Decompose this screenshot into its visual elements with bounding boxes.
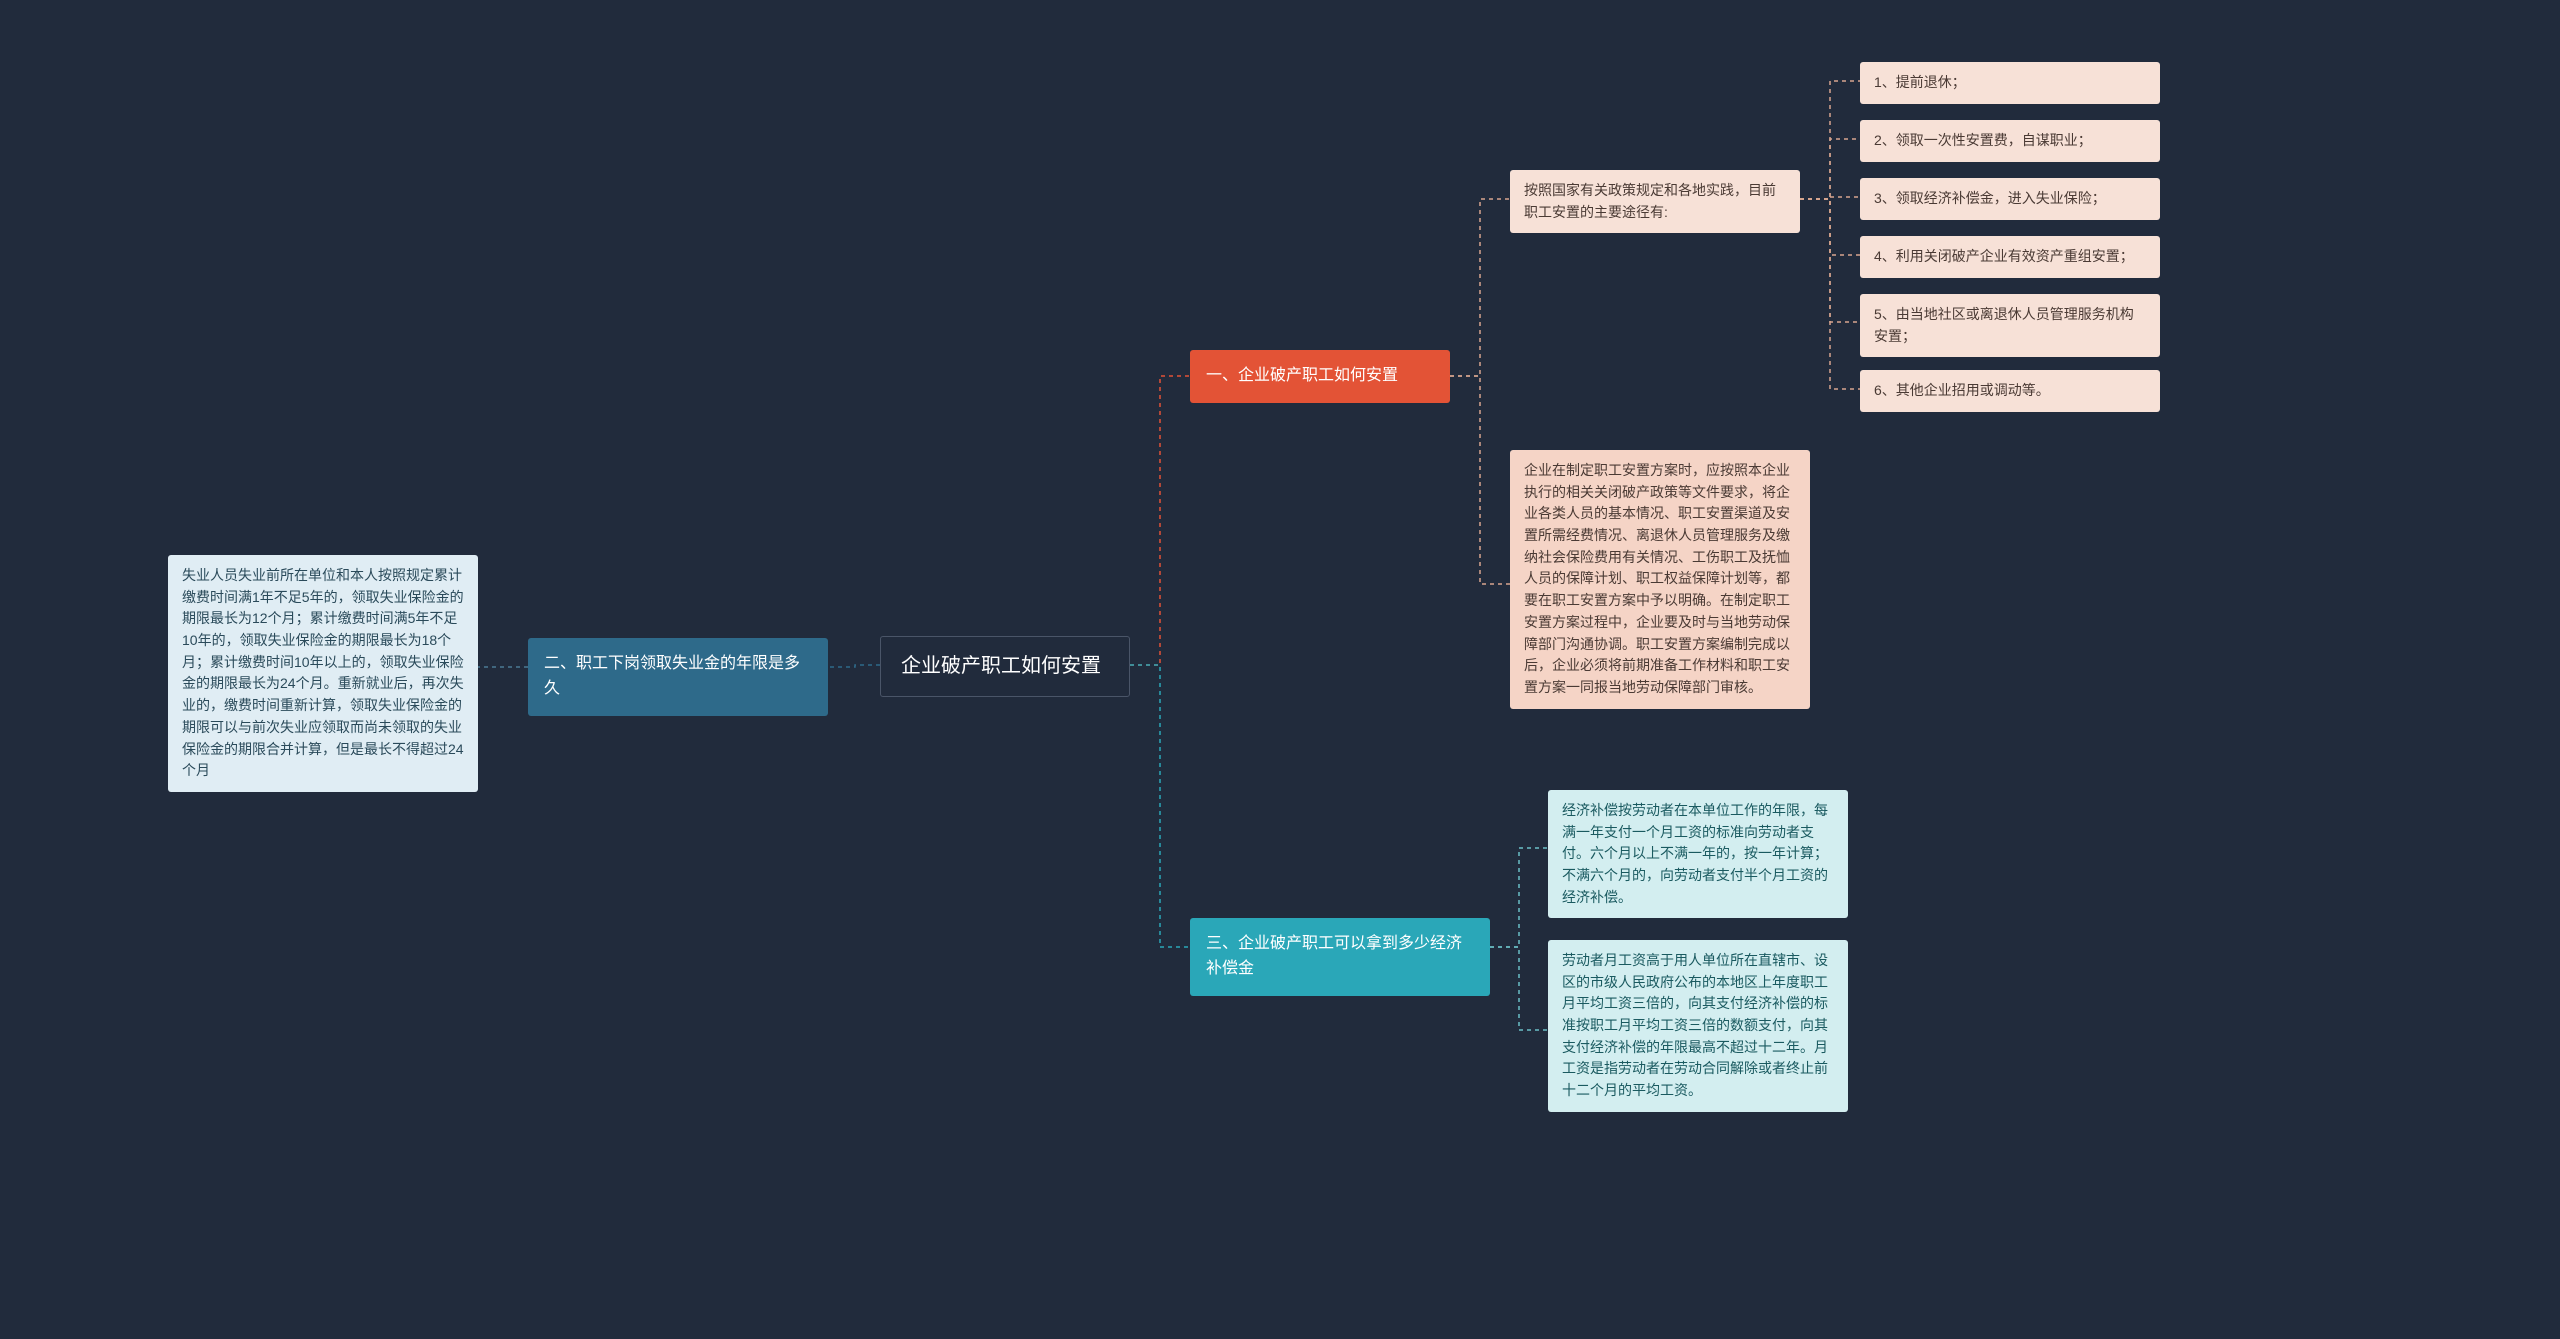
branch-1-intro[interactable]: 按照国家有关政策规定和各地实践，目前职工安置的主要途径有: <box>1510 170 1800 233</box>
branch-1-detail[interactable]: 企业在制定职工安置方案时，应按照本企业执行的相关关闭破产政策等文件要求，将企业各… <box>1510 450 1810 709</box>
branch-1-item-6[interactable]: 6、其他企业招用或调动等。 <box>1860 370 2160 412</box>
branch-1-item-5[interactable]: 5、由当地社区或离退休人员管理服务机构安置； <box>1860 294 2160 357</box>
branch-3-detail-a[interactable]: 经济补偿按劳动者在本单位工作的年限，每满一年支付一个月工资的标准向劳动者支付。六… <box>1548 790 1848 918</box>
branch-3[interactable]: 三、企业破产职工可以拿到多少经济补偿金 <box>1190 918 1490 996</box>
branch-1-item-2[interactable]: 2、领取一次性安置费，自谋职业； <box>1860 120 2160 162</box>
root-node[interactable]: 企业破产职工如何安置 <box>880 636 1130 697</box>
branch-1[interactable]: 一、企业破产职工如何安置 <box>1190 350 1450 403</box>
branch-1-item-4[interactable]: 4、利用关闭破产企业有效资产重组安置； <box>1860 236 2160 278</box>
branch-1-item-3[interactable]: 3、领取经济补偿金，进入失业保险； <box>1860 178 2160 220</box>
branch-2[interactable]: 二、职工下岗领取失业金的年限是多久 <box>528 638 828 716</box>
branch-2-detail[interactable]: 失业人员失业前所在单位和本人按照规定累计缴费时间满1年不足5年的，领取失业保险金… <box>168 555 478 792</box>
branch-1-item-1[interactable]: 1、提前退休； <box>1860 62 2160 104</box>
branch-3-detail-b[interactable]: 劳动者月工资高于用人单位所在直辖市、设区的市级人民政府公布的本地区上年度职工月平… <box>1548 940 1848 1112</box>
